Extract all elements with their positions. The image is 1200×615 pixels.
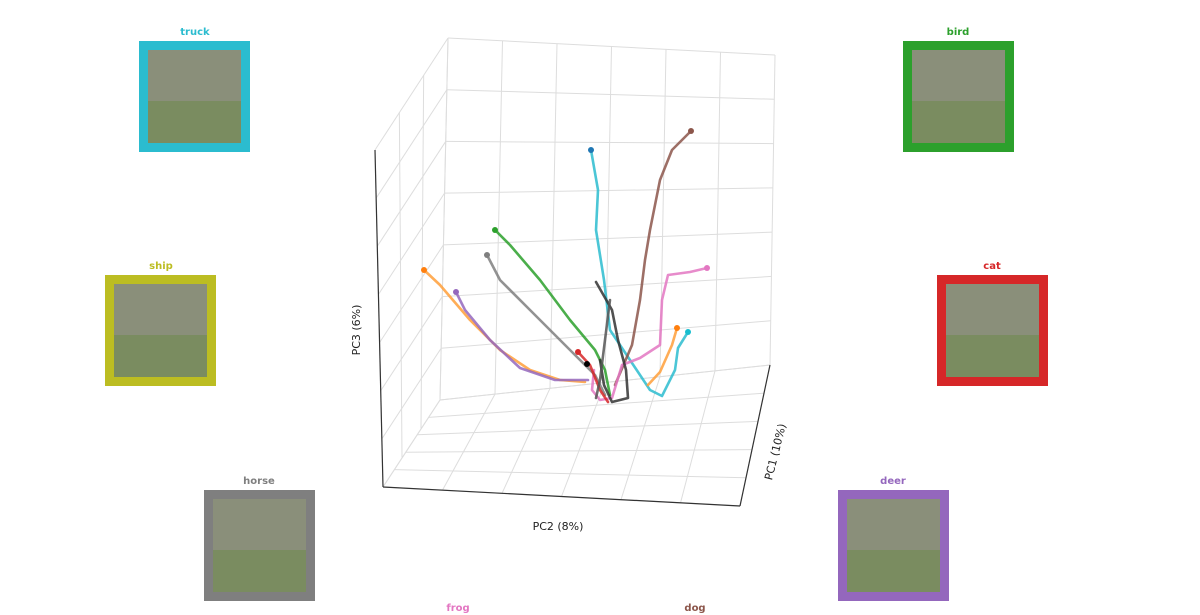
class-label: bird	[947, 27, 970, 38]
class-image-shade	[912, 101, 1005, 143]
class-image-shade	[148, 101, 241, 143]
class-image-shade	[213, 550, 306, 592]
grid-line	[445, 140, 774, 145]
y-axis-label: PC1 (10%)	[762, 422, 789, 481]
grid-line	[417, 420, 759, 436]
trajectories	[422, 129, 709, 404]
trajectory-endpoints	[421, 128, 710, 367]
grid-line	[446, 89, 775, 100]
plot-grid	[374, 37, 776, 507]
grid-line	[428, 392, 765, 418]
grid-line	[378, 192, 445, 295]
grid-line	[420, 75, 425, 430]
class-label: truck	[180, 27, 210, 38]
class-label: deer	[880, 476, 906, 487]
grid-line	[442, 393, 496, 491]
grid-line	[405, 449, 753, 453]
grid-line	[375, 89, 448, 199]
class-image-shade	[847, 550, 940, 592]
grid-line	[382, 399, 441, 488]
grid-line	[620, 376, 661, 500]
grid-line	[439, 364, 771, 401]
grid-line	[439, 37, 449, 401]
class-image-shade	[946, 335, 1039, 377]
grid-line	[376, 141, 447, 247]
grid-line	[443, 231, 773, 246]
class-label: frog	[446, 603, 469, 614]
class-panels: truck bird ship cat horse deer frog dog	[105, 27, 1048, 614]
class-image-shade	[114, 335, 207, 377]
z-axis-label: PC3 (6%)	[350, 305, 363, 356]
grid-line	[374, 37, 449, 151]
class-label: horse	[243, 476, 275, 487]
class-label: dog	[684, 603, 705, 614]
grid-line	[381, 348, 442, 440]
grid-line	[494, 40, 503, 395]
grid-line	[442, 275, 772, 298]
grid-line	[379, 244, 444, 343]
grid-line	[714, 52, 721, 371]
class-label: cat	[983, 261, 1001, 272]
plot-box	[374, 149, 771, 507]
grid-line	[769, 54, 776, 366]
class-label: ship	[149, 261, 173, 272]
grid-line	[680, 370, 716, 503]
grid-line	[444, 187, 773, 194]
grid-line	[501, 388, 551, 494]
grid-line	[447, 37, 776, 56]
grid-line	[394, 469, 747, 479]
x-axis-label: PC2 (8%)	[533, 520, 584, 533]
grid-line	[380, 296, 443, 391]
grid-line	[398, 112, 403, 459]
grid-line	[561, 382, 606, 497]
